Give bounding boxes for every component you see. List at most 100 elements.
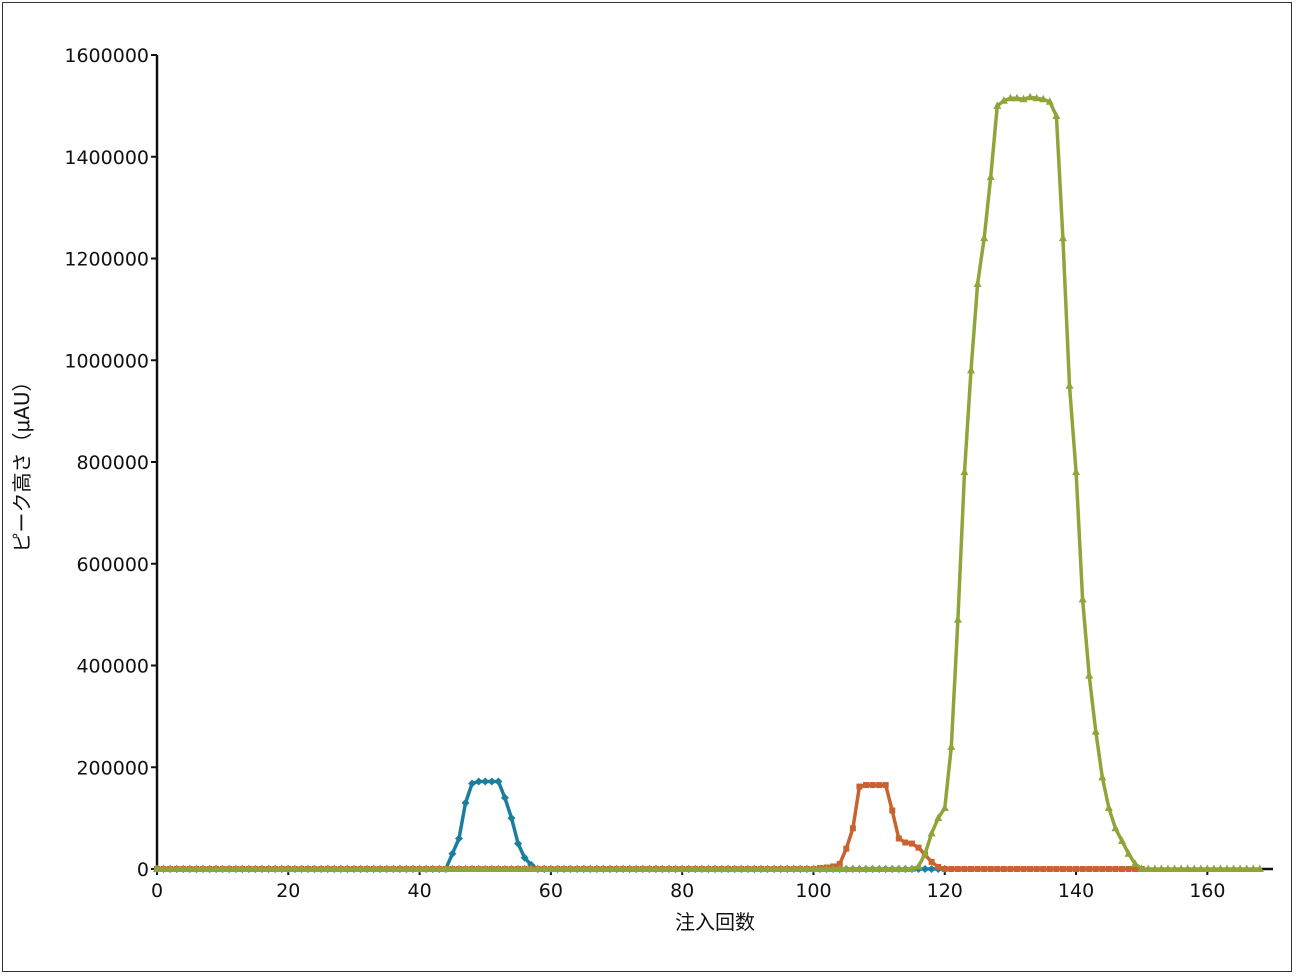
data-point (981, 866, 988, 872)
data-point (1066, 866, 1073, 872)
data-point (1092, 866, 1099, 872)
data-point (947, 742, 956, 750)
data-point (179, 864, 188, 872)
data-point (829, 864, 838, 872)
data-point (1046, 866, 1053, 872)
data-point (927, 828, 936, 837)
data-point (855, 864, 864, 872)
data-point (895, 835, 902, 842)
data-point (967, 365, 976, 374)
data-point (1032, 93, 1041, 102)
data-point (1163, 864, 1172, 872)
data-point (1026, 92, 1035, 101)
data-point (921, 849, 930, 857)
data-point (737, 864, 746, 872)
data-point (1216, 864, 1225, 872)
data-point (1209, 864, 1218, 872)
data-point (704, 864, 713, 872)
data-point (1072, 467, 1081, 476)
data-point (592, 864, 601, 872)
data-point (901, 864, 910, 872)
data-point (691, 864, 700, 872)
data-point (856, 783, 863, 790)
data-point (468, 864, 477, 872)
data-point (553, 864, 562, 872)
data-point (632, 864, 641, 872)
data-point (500, 793, 509, 802)
x-tick-label: 160 (1189, 880, 1225, 902)
data-point (605, 864, 614, 872)
data-point (980, 233, 989, 242)
data-point (218, 864, 227, 872)
data-point (1058, 233, 1067, 242)
data-point (665, 864, 674, 872)
data-point (244, 864, 253, 872)
data-point (1012, 93, 1021, 102)
data-point (954, 866, 961, 872)
data-point (763, 864, 772, 872)
data-point (428, 864, 437, 872)
data-point (836, 860, 843, 867)
data-point (1019, 94, 1028, 103)
data-point (1065, 381, 1074, 389)
data-point (1059, 866, 1066, 872)
data-point (882, 782, 889, 789)
data-point (1033, 866, 1040, 872)
data-point (500, 864, 509, 872)
data-point (369, 864, 378, 872)
data-point (415, 864, 424, 872)
x-axis-label: 注入回数 (675, 910, 755, 934)
data-point (1039, 94, 1048, 103)
data-point (697, 864, 706, 872)
data-point (1052, 111, 1061, 120)
data-point (448, 849, 457, 858)
data-point (586, 864, 595, 872)
y-tick-label: 400000 (76, 656, 149, 678)
data-point (651, 864, 660, 872)
data-point (225, 864, 234, 872)
data-point (638, 864, 647, 872)
data-point (303, 864, 312, 872)
data-point (514, 839, 523, 848)
data-point (1040, 866, 1047, 872)
data-point (514, 864, 523, 872)
data-point (842, 864, 851, 872)
data-point (1157, 864, 1166, 872)
data-point (678, 864, 687, 872)
data-point (1091, 727, 1100, 735)
data-point (888, 864, 897, 872)
y-tick-label: 800000 (76, 452, 149, 474)
data-point (402, 864, 411, 872)
data-point (789, 864, 798, 872)
x-tick-label: 100 (795, 880, 831, 902)
data-point (619, 864, 628, 872)
data-point (953, 615, 962, 623)
data-point (1013, 866, 1020, 872)
data-point (271, 864, 280, 872)
data-point (527, 864, 536, 872)
data-point (960, 467, 969, 476)
data-point (343, 864, 352, 872)
series-line (157, 779, 945, 871)
x-tick-label: 60 (539, 880, 563, 902)
data-point (435, 864, 444, 872)
data-point (848, 864, 857, 872)
data-point (461, 864, 470, 872)
data-point (297, 864, 306, 872)
data-point (166, 864, 175, 872)
data-point (1131, 859, 1140, 867)
data-point (507, 814, 516, 823)
data-point (474, 864, 483, 872)
data-point (1053, 866, 1060, 872)
data-point (1125, 866, 1132, 872)
data-point (743, 864, 752, 872)
data-point (914, 861, 923, 870)
data-point (277, 864, 286, 872)
data-point (290, 864, 299, 872)
data-point (684, 864, 693, 872)
data-point (843, 845, 850, 852)
data-point (1223, 864, 1232, 872)
data-point (1006, 93, 1015, 102)
x-tick-label: 0 (151, 880, 163, 902)
